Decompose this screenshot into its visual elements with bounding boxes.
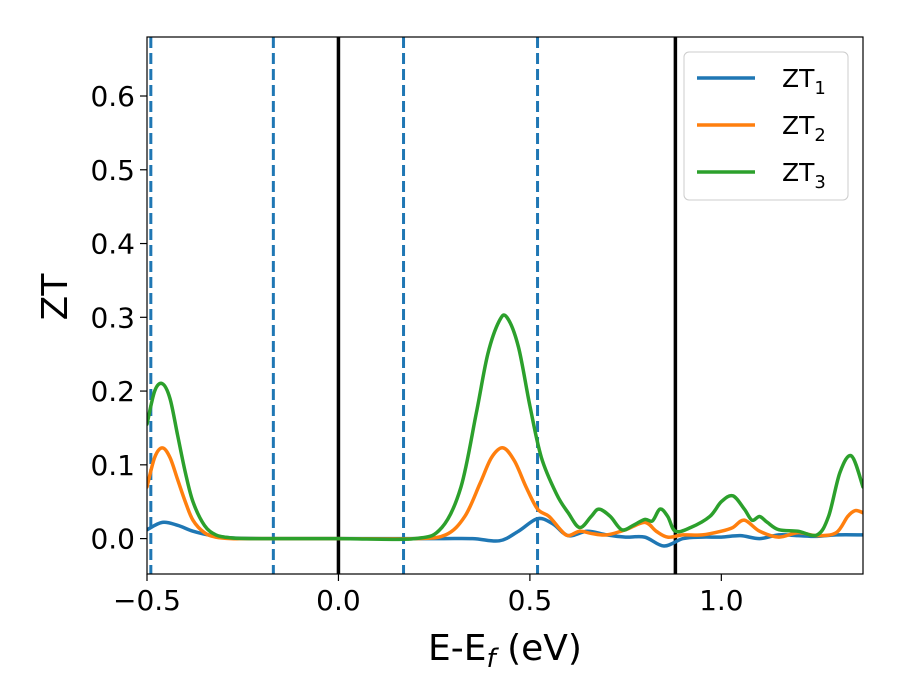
y-tick-label: 0.4 <box>90 228 135 261</box>
x-tick-label: 1.0 <box>699 584 744 617</box>
y-tick-label: 0.2 <box>90 375 135 408</box>
y-tick-label: 0.5 <box>90 154 135 187</box>
y-tick-label: 0.0 <box>90 523 135 556</box>
legend-label-main: ZT <box>782 64 815 93</box>
x-tick-label: 0.5 <box>508 584 553 617</box>
y-tick-label: 0.6 <box>90 80 135 113</box>
x-tick-label: 0.0 <box>316 584 361 617</box>
series-line-zt3 <box>147 313 863 542</box>
x-axis-label: E-Ef (eV) <box>428 628 582 674</box>
x-axis: −0.5 0.0 0.5 1.0 <box>113 574 744 617</box>
legend-box <box>683 51 849 201</box>
legend-label-sub: 2 <box>814 125 825 146</box>
legend-label-zt3: ZT3 <box>782 158 826 193</box>
reference-lines <box>149 37 678 574</box>
y-axis: 0.0 0.1 0.2 0.3 0.4 0.5 0.6 <box>90 80 147 556</box>
plot-frame <box>146 36 864 575</box>
x-axis-label-unit: (eV) <box>496 628 582 669</box>
legend-label-zt2: ZT2 <box>782 111 826 146</box>
y-tick-label: 0.3 <box>90 301 135 334</box>
series-group <box>147 313 863 548</box>
y-axis-label: ZT <box>35 273 76 321</box>
x-tick-label: −0.5 <box>113 584 181 617</box>
x-axis-label-main: E-E <box>428 628 486 669</box>
y-tick-label: 0.1 <box>90 449 135 482</box>
series-line-zt2 <box>147 446 863 541</box>
legend-label-main: ZT <box>782 111 815 140</box>
legend-label-main: ZT <box>782 158 815 187</box>
legend-label-sub: 3 <box>814 172 825 193</box>
legend-label-sub: 1 <box>814 78 825 99</box>
legend-label-zt1: ZT1 <box>782 64 826 99</box>
